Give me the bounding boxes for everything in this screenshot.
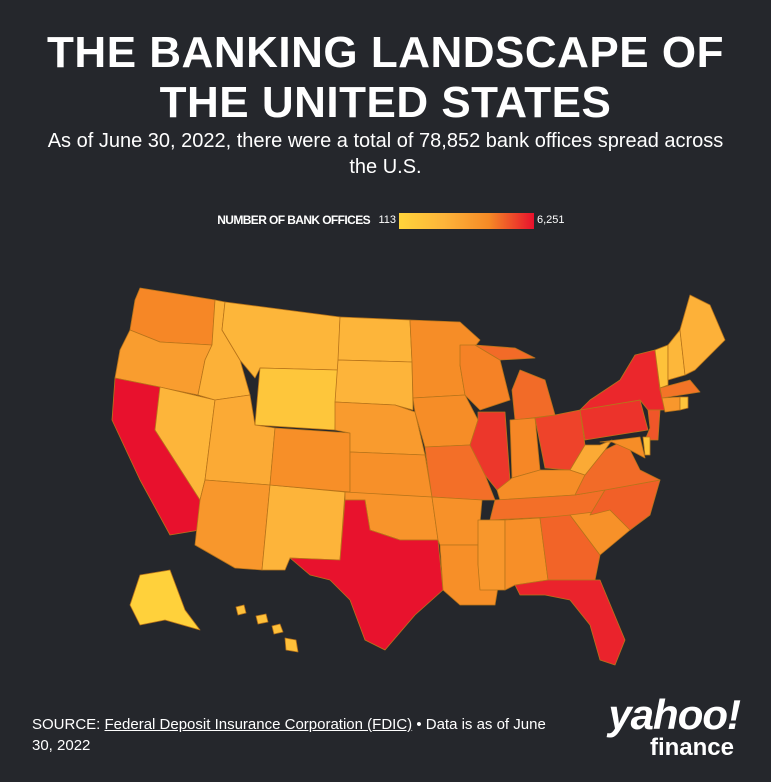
legend-gradient (399, 213, 534, 229)
state (679, 294, 726, 376)
state (679, 396, 689, 411)
state (289, 499, 444, 651)
state (477, 519, 506, 591)
footer: SOURCE: Federal Deposit Insurance Corpor… (32, 714, 552, 756)
logo: yahoo! finance (580, 691, 741, 761)
logo-main: yahoo! (608, 691, 741, 738)
state (569, 439, 613, 476)
state (474, 344, 556, 421)
state (334, 359, 414, 411)
legend-label: NUMBER OF BANK OFFICES (217, 213, 370, 227)
state (644, 409, 661, 441)
state (254, 367, 339, 431)
legend-min: 113 (378, 214, 396, 226)
state (412, 394, 479, 448)
state (579, 349, 666, 411)
source-prefix: SOURCE: (32, 716, 101, 733)
state (349, 451, 433, 498)
state (539, 514, 601, 581)
state (194, 479, 271, 571)
state (431, 496, 483, 546)
state (514, 579, 626, 666)
state (659, 379, 701, 399)
state (509, 417, 541, 479)
note: • Data is as of June 30, 2022 (32, 716, 546, 754)
subtitle: As of June 30, 2022, there were a total … (47, 130, 724, 178)
state (642, 436, 651, 456)
legend-max: 6,251 (537, 214, 565, 226)
state (261, 484, 346, 571)
state (469, 411, 511, 491)
title: THE BANKING LANDSCAPE OF THE UNITED STAT… (47, 28, 724, 127)
source-link[interactable]: Federal Deposit Insurance Corporation (F… (104, 716, 413, 733)
state (654, 344, 669, 389)
state (269, 427, 351, 493)
state (599, 436, 646, 459)
state (129, 569, 201, 631)
state (235, 604, 299, 653)
logo-sub: finance (649, 734, 734, 761)
state (337, 316, 413, 363)
state (661, 396, 681, 413)
